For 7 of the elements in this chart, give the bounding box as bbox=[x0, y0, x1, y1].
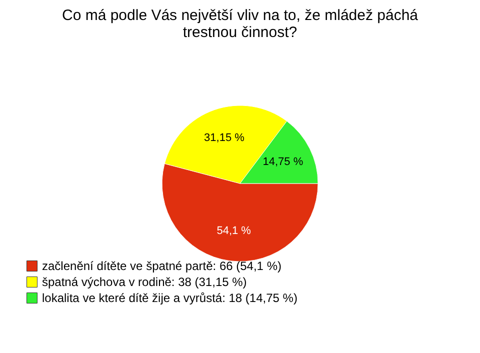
legend-label: začlenění dítěte ve špatné partě: 66 (54,1 %) bbox=[42, 259, 282, 273]
data-label: 31,15 % bbox=[204, 132, 245, 144]
legend-label: špatná výchova v rodině: 38 (31,15 %) bbox=[42, 275, 247, 289]
data-label: 54,1 % bbox=[216, 225, 252, 238]
legend-label: lokalita ve které dítě žije a vyrůstá: 18 (14,75 %) bbox=[42, 291, 298, 305]
data-label: 14,75 % bbox=[262, 156, 304, 168]
chart-title: Co má podle Vás největší vliv na to, že mládež páchá trestnou činnost? bbox=[62, 7, 419, 41]
